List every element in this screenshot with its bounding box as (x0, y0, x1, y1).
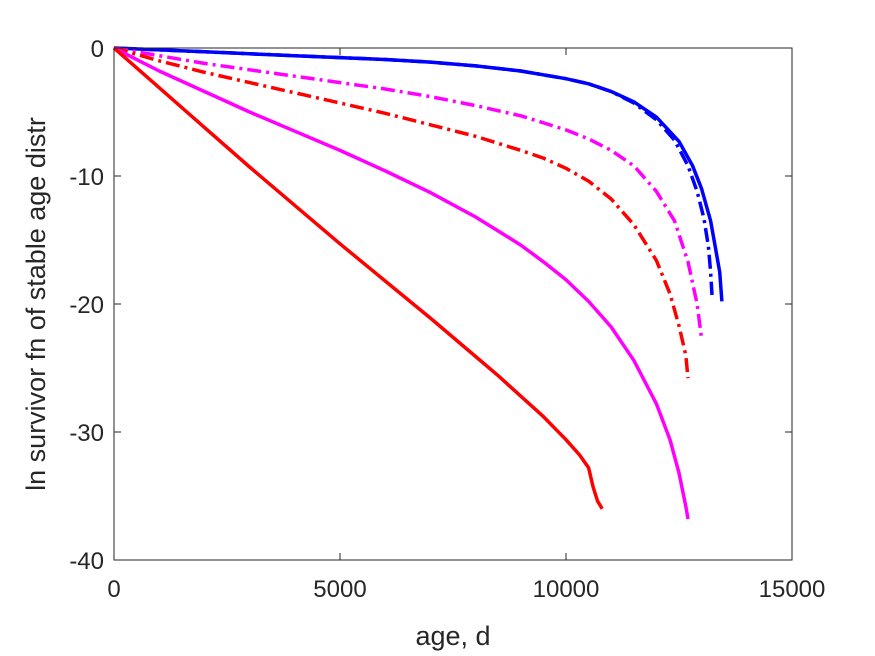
series-line-5 (113, 46, 690, 520)
x-tick-label: 0 (107, 576, 120, 603)
x-tick-label: 10000 (533, 576, 600, 603)
series-line-2 (113, 46, 714, 296)
y-tick-label: -10 (69, 164, 104, 191)
series-layer (112, 46, 724, 520)
series-line-6 (112, 46, 604, 510)
y-tick-label: -20 (69, 292, 104, 319)
y-axis-label: ln survivor fn of stable age distr (21, 117, 51, 491)
tick-layer: 0 5000 10000 15000 -40 -30 -20 -10 0 (69, 36, 825, 603)
y-tick-label: 0 (91, 36, 104, 63)
x-tick-label: 15000 (759, 576, 826, 603)
y-tick-label: -40 (69, 548, 104, 575)
x-tick-label: 5000 (313, 576, 366, 603)
series-line-4 (113, 46, 690, 379)
x-axis-label: age, d (415, 621, 490, 651)
series-line-3 (113, 46, 704, 339)
y-tick-label: -30 (69, 420, 104, 447)
